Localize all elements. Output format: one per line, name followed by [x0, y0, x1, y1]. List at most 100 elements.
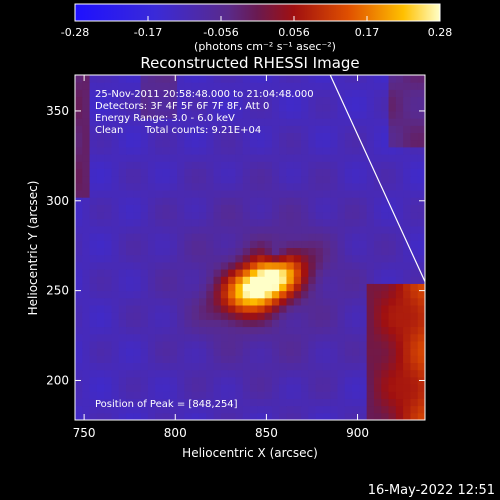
heatmap-cell: [162, 96, 171, 105]
heatmap-cell: [330, 218, 338, 227]
heatmap-cell: [82, 146, 91, 155]
heatmap-cell: [410, 190, 419, 198]
heatmap-cell: [337, 89, 346, 98]
heatmap-cell: [279, 319, 287, 328]
heatmap-cell: [373, 211, 382, 220]
heatmap-cell: [235, 154, 244, 162]
heatmap-cell: [337, 283, 346, 292]
heatmap-cell: [220, 75, 229, 83]
heatmap-cell: [213, 319, 222, 328]
heatmap-cell: [344, 75, 353, 83]
heatmap-cell: [330, 326, 338, 335]
heatmap-cell: [373, 405, 382, 414]
heatmap-cell: [257, 355, 266, 363]
heatmap-cell: [417, 412, 425, 420]
heatmap-cell: [104, 261, 112, 270]
heatmap-cell: [213, 333, 222, 342]
heatmap-cell: [403, 190, 411, 198]
heatmap-cell: [257, 118, 266, 126]
heatmap-cell: [330, 139, 338, 148]
heatmap-cell: [220, 290, 229, 299]
heatmap-cell: [301, 391, 309, 399]
heatmap-cell: [155, 297, 163, 306]
heatmap-cell: [118, 233, 127, 241]
heatmap-cell: [111, 75, 120, 83]
heatmap-cell: [140, 204, 149, 213]
heatmap-cell: [89, 247, 98, 256]
heatmap-cell: [96, 247, 105, 256]
heatmap-cell: [198, 132, 207, 141]
heatmap-cell: [337, 82, 346, 90]
heatmap-cell: [242, 168, 251, 177]
heatmap-cell: [82, 110, 91, 119]
heatmap-cell: [169, 297, 178, 306]
heatmap-cell: [235, 412, 244, 420]
heatmap-cell: [403, 168, 411, 177]
heatmap-cell: [228, 326, 236, 335]
heatmap-cell: [264, 348, 273, 356]
heatmap-cell: [213, 247, 222, 256]
heatmap-cell: [155, 412, 163, 420]
heatmap-cell: [330, 333, 338, 342]
heatmap-cell: [395, 369, 404, 378]
heatmap-cell: [395, 384, 404, 392]
heatmap-cell: [373, 412, 382, 420]
heatmap-cell: [286, 204, 295, 213]
heatmap-cell: [381, 305, 390, 313]
heatmap-cell: [169, 211, 178, 220]
heatmap-cell: [388, 132, 397, 141]
heatmap-cell: [169, 82, 178, 90]
heatmap-cell: [344, 139, 353, 148]
heatmap-cell: [359, 110, 368, 119]
heatmap-cell: [89, 89, 98, 98]
heatmap-cell: [169, 139, 178, 148]
heatmap-cell: [198, 384, 207, 392]
heatmap-cell: [155, 240, 163, 248]
heatmap-cell: [213, 376, 222, 385]
heatmap-cell: [206, 233, 215, 241]
heatmap-cell: [235, 290, 244, 299]
heatmap-cell: [228, 103, 236, 112]
heatmap-cell: [228, 290, 236, 299]
heatmap-cell: [198, 125, 207, 133]
heatmap-cell: [279, 391, 287, 399]
heatmap-cell: [330, 240, 338, 248]
heatmap-cell: [82, 240, 91, 248]
heatmap-cell: [403, 355, 411, 363]
heatmap-cell: [206, 197, 215, 205]
heatmap-cell: [250, 384, 258, 392]
heatmap-cell: [75, 146, 83, 155]
heatmap-cell: [330, 125, 338, 133]
heatmap-cell: [337, 211, 346, 220]
heatmap-cell: [198, 297, 207, 306]
heatmap-cell: [155, 269, 163, 277]
heatmap-cell: [104, 182, 112, 191]
heatmap-cell: [279, 89, 287, 98]
heatmap-cell: [184, 412, 193, 420]
heatmap-cell: [169, 103, 178, 112]
heatmap-cell: [410, 125, 419, 133]
heatmap-cell: [403, 225, 411, 234]
y-tick-label: 350: [46, 104, 69, 118]
heatmap-cell: [257, 190, 266, 198]
heatmap-cell: [395, 168, 404, 177]
heatmap-cell: [293, 305, 302, 313]
heatmap-cell: [337, 362, 346, 371]
heatmap-cell: [169, 305, 178, 313]
heatmap-cell: [220, 146, 229, 155]
heatmap-cell: [352, 204, 360, 213]
heatmap-cell: [373, 297, 382, 306]
heatmap-cell: [89, 333, 98, 342]
heatmap-cell: [75, 247, 83, 256]
heatmap-cell: [104, 197, 112, 205]
heatmap-cell: [359, 398, 368, 407]
heatmap-cell: [169, 132, 178, 141]
heatmap-cell: [147, 362, 156, 371]
heatmap-cell: [257, 312, 266, 320]
heatmap-cell: [82, 290, 91, 299]
heatmap-cell: [293, 225, 302, 234]
heatmap-cell: [147, 333, 156, 342]
heatmap-cell: [177, 110, 185, 119]
heatmap-cell: [111, 175, 120, 184]
heatmap-cell: [410, 82, 419, 90]
